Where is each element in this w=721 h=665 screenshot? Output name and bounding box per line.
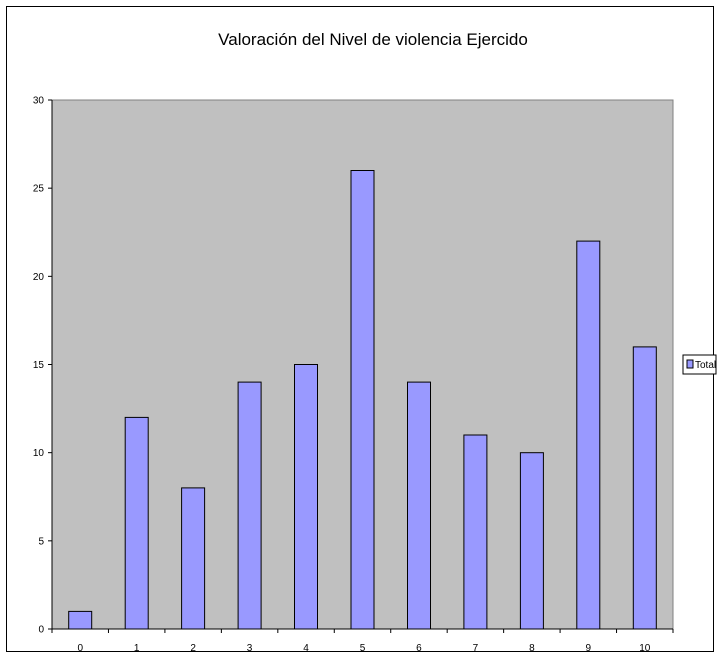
bar-9 [576, 240, 601, 630]
bar-7 [463, 434, 488, 630]
x-tick-label: 7 [473, 643, 479, 654]
x-tick-label: 5 [360, 643, 366, 654]
x-tick-label: 3 [247, 643, 253, 654]
legend-swatch [686, 359, 694, 369]
bar-4 [294, 364, 318, 630]
x-tick-label: 2 [190, 643, 196, 654]
x-tick-label: 10 [639, 643, 651, 654]
y-tick-label: 25 [33, 184, 45, 195]
y-tick-label: 5 [38, 536, 44, 547]
legend: Total [682, 354, 717, 375]
chart-frame: Valoración del Nivel de violencia Ejerci… [6, 6, 717, 654]
bar-1 [124, 416, 149, 630]
bar-10 [632, 346, 657, 630]
x-tick-label: 0 [77, 643, 83, 654]
legend-label-total: Total [695, 360, 716, 371]
bars-group [68, 170, 657, 630]
bar-8 [519, 452, 544, 630]
bar-3 [237, 381, 262, 630]
bar-6 [407, 381, 431, 630]
y-tick-label: 15 [33, 360, 45, 371]
x-tick-label: 4 [303, 643, 309, 654]
x-tick-label: 6 [416, 643, 422, 654]
y-tick-label: 10 [33, 448, 45, 459]
chart-svg: Valoración del Nivel de violencia Ejerci… [33, 30, 717, 654]
bar-0 [68, 610, 93, 630]
bar-2 [181, 487, 206, 630]
bar-5 [350, 170, 375, 630]
y-tick-label: 20 [33, 272, 45, 283]
x-tick-label: 8 [529, 643, 535, 654]
x-tick-label: 9 [586, 643, 592, 654]
x-tick-label: 1 [134, 643, 140, 654]
axes-group: 0 5 10 15 20 25 30 0 1 2 3 4 5 6 7 8 9 10 [33, 96, 674, 654]
y-tick-label: 30 [33, 96, 45, 107]
y-tick-label: 0 [38, 625, 44, 636]
chart-title: Valoración del Nivel de violencia Ejerci… [218, 30, 528, 49]
